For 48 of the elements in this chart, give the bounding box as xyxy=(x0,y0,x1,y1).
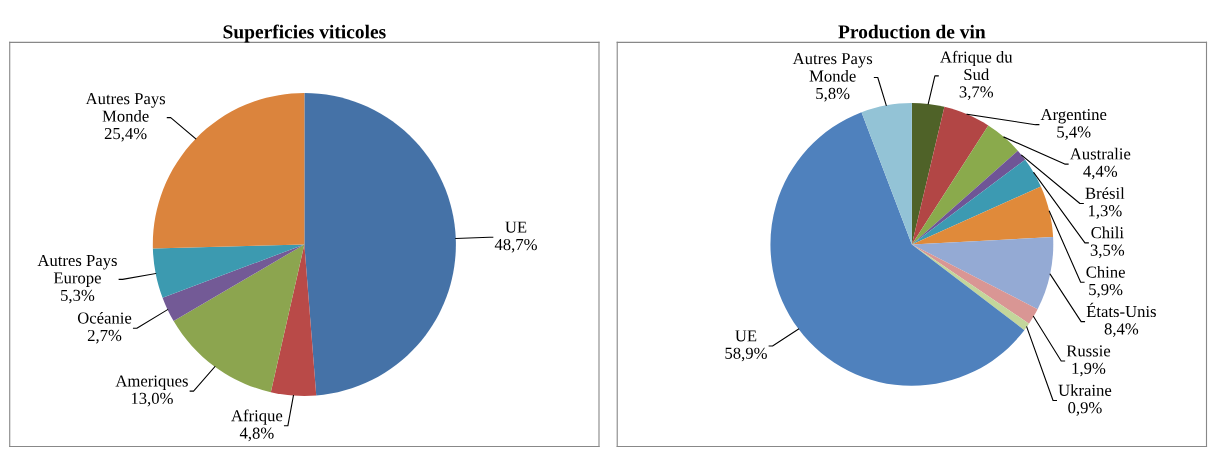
pie-slice xyxy=(152,244,305,298)
data-label: 25,4% xyxy=(104,127,147,142)
slice-label: Brésil xyxy=(1085,187,1125,199)
slice-label: Chine xyxy=(1086,265,1125,278)
data-label: 1,9% xyxy=(1072,362,1106,377)
slice-label: UE xyxy=(505,221,527,233)
data-label: 48,7% xyxy=(494,238,537,253)
pie-slice xyxy=(162,244,305,322)
pie-slice xyxy=(911,102,945,245)
slice-label: Ameriques xyxy=(115,375,188,390)
pie-slice xyxy=(911,186,1054,245)
slice-label: Autres Pays Monde xyxy=(792,53,873,82)
slice-label: Argentine xyxy=(1040,108,1107,124)
slice-label: Russie xyxy=(1066,345,1111,357)
data-label: 1,3% xyxy=(1088,205,1122,219)
slice-label: Ukraine xyxy=(1058,384,1112,396)
pie-slice xyxy=(304,92,456,396)
slice-label: Autres Pays Monde xyxy=(85,93,166,122)
pie-slice xyxy=(911,159,1041,245)
chart-title: Production de vin xyxy=(838,24,986,39)
slice-label: UE xyxy=(735,330,757,342)
pie-slice xyxy=(911,125,1018,245)
slice-label: Chili xyxy=(1091,226,1124,239)
pie-slice xyxy=(861,102,912,245)
slice-label: États-Unis xyxy=(1086,302,1156,318)
data-label: 2,7% xyxy=(87,329,122,344)
slice-label: Australie xyxy=(1069,147,1131,160)
data-label: 3,5% xyxy=(1090,244,1125,259)
slice-label: Autres Pays Europe xyxy=(37,254,117,287)
slice-label: Océanie xyxy=(77,311,132,324)
data-label: 3,7% xyxy=(959,86,994,100)
data-label: 4,4% xyxy=(1083,165,1118,180)
data-label: 5,4% xyxy=(1057,126,1091,140)
slice-label: Afrique du Sud xyxy=(940,50,1013,81)
data-label: 5,8% xyxy=(816,87,850,102)
pie-slice xyxy=(911,106,989,245)
data-label: 0,9% xyxy=(1068,402,1102,416)
slice-label: Afrique xyxy=(231,409,283,425)
data-label: 5,3% xyxy=(61,289,95,304)
pie-slice xyxy=(911,237,1054,310)
data-label: 8,4% xyxy=(1104,323,1139,337)
chart-title: Superficies viticoles xyxy=(223,24,386,43)
data-label: 5,9% xyxy=(1089,283,1123,298)
data-label: 58,9% xyxy=(725,347,767,362)
pie-slice xyxy=(770,112,1025,386)
data-label: 13,0% xyxy=(131,392,173,407)
data-label: 4,8% xyxy=(239,427,274,442)
pie-slice xyxy=(270,244,317,396)
